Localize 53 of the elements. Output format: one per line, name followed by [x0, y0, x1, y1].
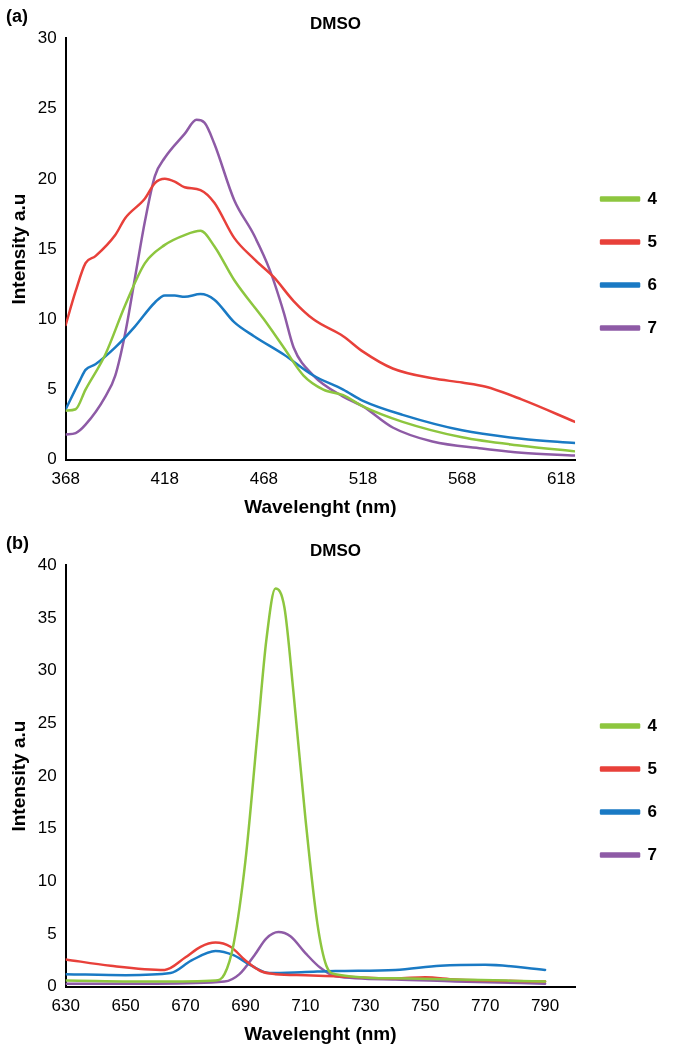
legend-label: 7: [647, 317, 658, 337]
line-series: [65, 177, 576, 424]
x-tick-label: 770: [470, 995, 500, 1015]
y-tick-label: 25: [37, 713, 57, 733]
line-series: [65, 118, 576, 457]
x-tick-label: 710: [291, 995, 320, 1015]
y-tick-label: 15: [37, 818, 57, 838]
x-tick-label: 468: [249, 468, 279, 488]
x-tick-label: 690: [231, 995, 260, 1015]
y-tick-label: 30: [37, 660, 57, 680]
line-series: [65, 949, 547, 977]
x-tick-label: 650: [111, 995, 140, 1015]
x-tick-label: 790: [530, 995, 560, 1015]
y-tick-label: 5: [47, 923, 57, 943]
x-tick-label: 368: [51, 468, 80, 488]
legend-label: 7: [647, 844, 658, 864]
x-tick-label: 730: [351, 995, 380, 1015]
y-tick-label: 30: [37, 28, 57, 48]
y-tick-label: 10: [37, 871, 57, 891]
x-tick-label: 518: [348, 468, 378, 488]
y-axis-title: Intensity a.u: [7, 193, 29, 305]
legend-label: 6: [647, 801, 658, 821]
y-tick-label: 20: [37, 765, 57, 785]
y-tick-label: 35: [37, 607, 57, 627]
legend-label: 4: [647, 188, 658, 208]
x-tick-label: 670: [171, 995, 200, 1015]
y-tick-label: 20: [37, 168, 57, 188]
legend-label: 6: [647, 274, 658, 294]
legend-label: 4: [647, 715, 658, 735]
text: (b): [6, 532, 29, 553]
chart-title: DMSO: [310, 13, 361, 33]
chart-title: DMSO: [310, 540, 361, 560]
y-axis-title: Intensity a.u: [7, 720, 29, 832]
x-tick-label: 750: [411, 995, 440, 1015]
y-tick-label: 15: [37, 238, 57, 258]
x-axis-title: Wavelenght (nm): [244, 495, 397, 517]
x-axis-title: Wavelenght (nm): [244, 1022, 397, 1044]
y-tick-label: 10: [37, 309, 57, 329]
x-tick-label: 630: [51, 995, 80, 1015]
y-tick-label: 0: [47, 449, 57, 469]
y-tick-label: 25: [37, 98, 57, 118]
line-series: [65, 292, 576, 445]
legend-label: 5: [647, 231, 658, 251]
x-tick-label: 418: [150, 468, 179, 488]
x-tick-label: 568: [447, 468, 477, 488]
y-tick-label: 40: [37, 555, 57, 575]
text: (a): [6, 5, 28, 26]
y-tick-label: 5: [47, 379, 57, 399]
legend-label: 5: [647, 758, 658, 778]
line-series: [65, 229, 576, 453]
y-tick-label: 0: [47, 976, 57, 996]
line-series: [65, 587, 547, 983]
x-tick-label: 618: [546, 468, 576, 488]
